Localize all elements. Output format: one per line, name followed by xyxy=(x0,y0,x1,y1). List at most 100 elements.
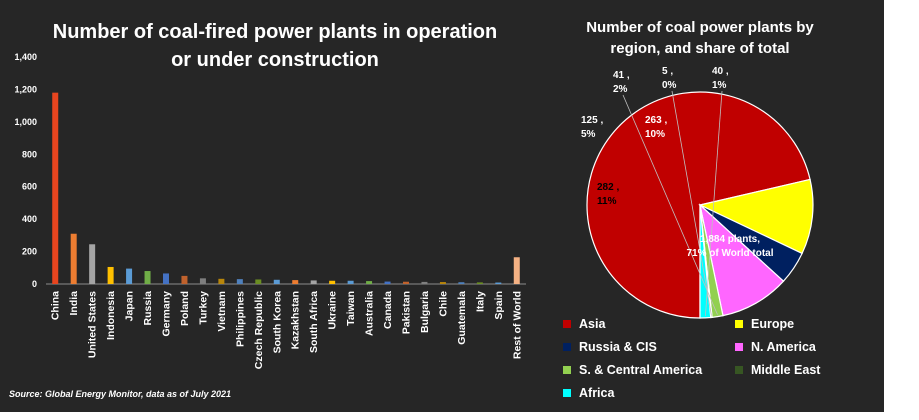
pie-label-share-s-and-central-america: 2% xyxy=(613,84,628,95)
legend-item-africa: Africa xyxy=(563,384,735,401)
x-tick-label-spain: Spain xyxy=(493,291,505,320)
x-tick-label-china: China xyxy=(50,291,62,320)
legend-item-middle-east: Middle East xyxy=(735,361,863,378)
pie-label-value-europe: 282 , xyxy=(597,182,619,193)
legend-label: Europe xyxy=(751,316,795,331)
bar-russia xyxy=(144,271,151,284)
pie-slice-asia xyxy=(586,91,811,319)
bar-indonesia xyxy=(107,266,114,284)
x-tick-label-czech-republic: Czech Republic xyxy=(253,291,265,369)
x-tick-label-taiwan: Taiwan xyxy=(345,291,357,326)
x-tick-label-south-africa: South Africa xyxy=(308,291,320,353)
bar-italy xyxy=(476,282,483,284)
y-tick-label: 600 xyxy=(22,182,37,192)
bar-chart: 0 200 400 600 800 1,000 1,200 1,400 China India U… xyxy=(14,52,526,369)
x-tick-label-japan: Japan xyxy=(124,291,136,321)
legend-item-europe: Europe xyxy=(735,315,863,332)
legend-label: N. America xyxy=(751,339,816,354)
bar-south-korea xyxy=(273,279,280,284)
y-tick-label: 0 xyxy=(32,279,37,289)
x-tick-label-chile: Chile xyxy=(437,291,449,317)
x-tick-label-south-korea: South Korea xyxy=(271,291,283,354)
bar-bulgaria xyxy=(421,281,428,284)
bar-taiwan xyxy=(347,280,354,284)
x-tick-label-philippines: Philippines xyxy=(234,291,246,347)
leader-line-africa xyxy=(705,90,723,316)
pie-slice-africa xyxy=(699,204,712,319)
bar-spain xyxy=(495,282,502,284)
pie-chart-title: Number of coal power plants by region, a… xyxy=(586,19,814,57)
leader-line-s-and-central-america xyxy=(622,94,718,315)
pie-label-value-n-america: 263 , xyxy=(645,115,667,126)
legend-label: Africa xyxy=(579,385,615,400)
legend-label: S. & Central America xyxy=(579,362,703,377)
pie-label-share-n-america: 10% xyxy=(645,129,665,140)
x-tick-label-united-states: United States xyxy=(87,291,99,358)
x-tick-label-bulgaria: Bulgaria xyxy=(419,291,431,333)
legend-swatch xyxy=(563,319,571,328)
pie-label-share-europe: 11% xyxy=(597,196,617,207)
bar-philippines xyxy=(236,279,243,284)
legend-item-russia-and-cis: Russia & CIS xyxy=(563,338,735,355)
y-tick-label: 1,400 xyxy=(14,52,37,62)
x-tick-label-russia: Russia xyxy=(142,291,154,326)
bar-india xyxy=(70,233,77,284)
bar-ukraine xyxy=(329,280,336,284)
x-tick-label-poland: Poland xyxy=(179,291,191,326)
bar-vietnam xyxy=(218,278,225,284)
pie-label-share-asia: 71% of World total xyxy=(686,248,773,259)
legend-swatch xyxy=(735,342,743,351)
bar-rest-of-world xyxy=(513,257,520,284)
x-tick-label-india: India xyxy=(68,291,80,316)
bar-pakistan xyxy=(403,281,409,284)
x-tick-label-indonesia: Indonesia xyxy=(105,291,117,340)
pie-slice-europe xyxy=(698,178,814,255)
y-tick-label: 200 xyxy=(22,247,37,257)
pie-label-share-africa: 1% xyxy=(712,80,727,91)
x-tick-label-kazakhstan: Kazakhstan xyxy=(290,291,302,349)
x-tick-label-australia: Australia xyxy=(364,291,376,336)
bar-united-states xyxy=(89,244,96,284)
x-tick-label-canada: Canada xyxy=(382,291,394,329)
pie-label-share-middle-east: 0% xyxy=(662,80,677,91)
y-tick-label: 400 xyxy=(22,214,37,224)
legend-swatch xyxy=(563,342,571,351)
pie-legend: Asia Europe Russia & CIS N. America S. & Cen… xyxy=(563,315,863,401)
pie-label-value-russia-and-cis: 125 , xyxy=(581,115,603,126)
legend-swatch xyxy=(735,319,743,328)
y-tick-label: 1,000 xyxy=(14,117,37,127)
pie-label-value-asia: 1,884 plants, xyxy=(700,234,760,245)
pie-label-share-russia-and-cis: 5% xyxy=(581,129,596,140)
y-tick-label: 800 xyxy=(22,149,37,159)
x-tick-label-guatemala: Guatemala xyxy=(456,291,468,345)
pie-label-value-s-and-central-america: 41 , xyxy=(613,70,630,81)
legend-label: Asia xyxy=(579,316,606,331)
leader-line-middle-east xyxy=(671,90,712,316)
legend-item-n-america: N. America xyxy=(735,338,863,355)
x-tick-label-rest-of-world: Rest of World xyxy=(511,291,523,359)
bar-canada xyxy=(384,281,391,284)
source-note: Source: Global Energy Monitor, data as o… xyxy=(9,389,232,399)
bar-turkey xyxy=(199,278,206,284)
pie-label-value-middle-east: 5 , xyxy=(662,66,673,77)
bar-poland xyxy=(181,275,188,284)
bar-czech-republic xyxy=(255,279,262,284)
legend-label: Russia & CIS xyxy=(579,339,657,354)
bar-chart-title: Number of coal-fired power plants in ope… xyxy=(52,21,498,71)
legend-item-s-and-central-america: S. & Central America xyxy=(563,361,735,378)
legend-swatch xyxy=(735,365,743,374)
bar-kazakhstan xyxy=(292,280,299,284)
legend-swatch xyxy=(563,365,571,374)
bar-australia xyxy=(366,281,373,284)
bar-chile xyxy=(439,282,446,284)
x-tick-label-italy: Italy xyxy=(474,291,486,312)
x-tick-label-germany: Germany xyxy=(161,291,173,337)
legend-swatch xyxy=(563,388,571,397)
pie-chart: 1,884 plants, 71% of World total 282 , 11% 1… xyxy=(581,66,814,319)
bar-south-africa xyxy=(310,280,317,284)
x-tick-label-ukraine: Ukraine xyxy=(327,291,339,330)
legend-item-asia: Asia xyxy=(563,315,735,332)
x-tick-label-vietnam: Vietnam xyxy=(216,291,228,332)
chart-panel: Number of coal-fired power plants in ope… xyxy=(0,0,884,412)
legend-label: Middle East xyxy=(751,362,821,377)
